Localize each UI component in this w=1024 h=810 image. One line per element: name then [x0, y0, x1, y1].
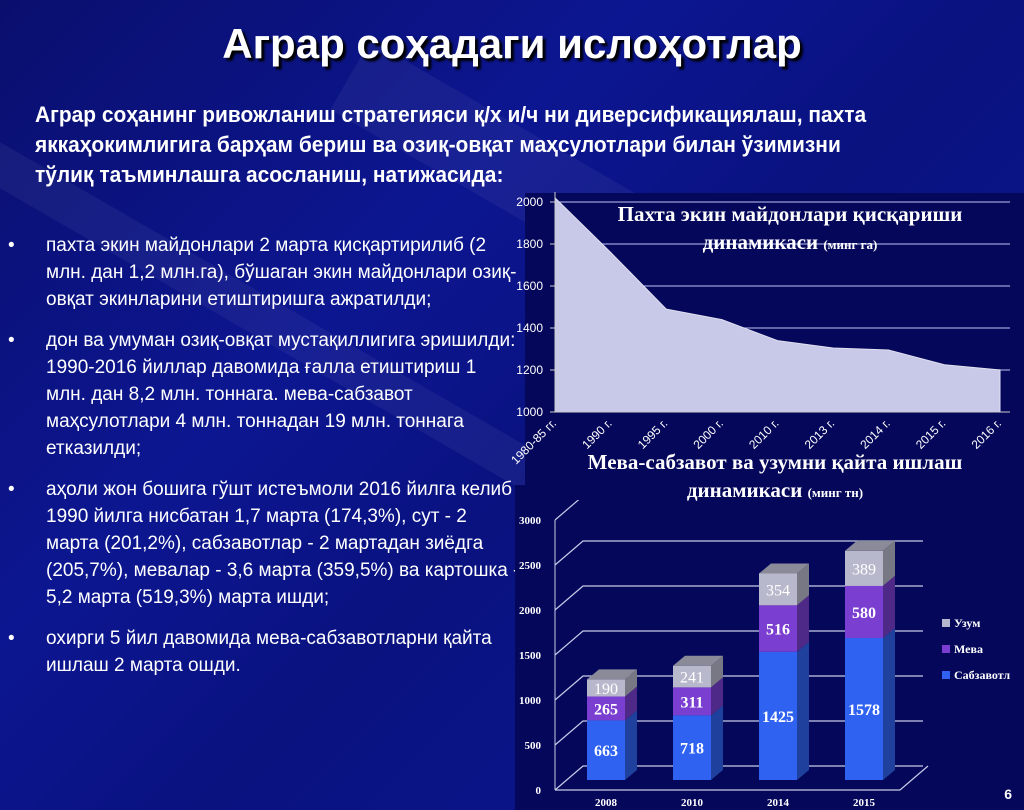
svg-text:3000: 3000: [519, 515, 542, 527]
svg-text:2015 г.: 2015 г.: [913, 416, 949, 452]
svg-text:2000: 2000: [519, 605, 542, 617]
bullet-dot-icon: •: [8, 330, 15, 351]
svg-text:1990 г.: 1990 г.: [579, 416, 615, 452]
slide-title: Аграр соҳадаги ислоҳотлар: [222, 20, 802, 67]
svg-text:1800: 1800: [516, 237, 543, 251]
svg-text:354: 354: [766, 582, 790, 599]
svg-text:1000: 1000: [519, 695, 542, 707]
svg-text:265: 265: [594, 701, 618, 718]
bar-chart-title: Мева-сабзавот ва узумни қайта ишлаш дина…: [587, 450, 963, 502]
svg-text:1980-85 гг.: 1980-85 гг.: [508, 416, 559, 467]
bar-segment: [587, 696, 625, 721]
svg-text:2008: 2008: [595, 797, 618, 809]
svg-text:2013 г.: 2013 г.: [802, 416, 838, 452]
svg-text:2010 г.: 2010 г.: [746, 416, 782, 452]
svg-text:1600: 1600: [516, 279, 543, 293]
bullet-item: • дон ва умуман озиқ-овқат мустақиллигига…: [0, 327, 520, 462]
svg-text:2000 г.: 2000 г.: [690, 416, 726, 452]
bar-segment: [673, 715, 711, 780]
svg-text:1200: 1200: [516, 363, 543, 377]
bar-chart: 0 500 1000 1500 2000 2500 3000 663 265 190 2008 718…: [519, 500, 929, 809]
svg-text:1000: 1000: [516, 405, 543, 419]
svg-text:2014: 2014: [767, 797, 790, 809]
bar-segment: [587, 720, 625, 780]
svg-text:190: 190: [594, 681, 618, 698]
bar-segment: [673, 687, 711, 716]
bar-segment: [759, 651, 797, 780]
legend-swatch-icon: [942, 671, 950, 679]
svg-text:2000: 2000: [516, 195, 543, 209]
svg-text:2014 г.: 2014 г.: [857, 416, 893, 452]
svg-text:2010: 2010: [681, 797, 704, 809]
svg-text:1995 г.: 1995 г.: [635, 416, 671, 452]
svg-text:2016 г.: 2016 г.: [969, 416, 1005, 452]
bullet-list: • пахта экин майдонлари 2 марта қисқартир…: [0, 232, 520, 693]
svg-text:2015: 2015: [853, 797, 876, 809]
svg-text:389: 389: [852, 561, 876, 578]
svg-text:1500: 1500: [519, 650, 542, 662]
bar-segment: [759, 605, 797, 652]
bullet-item: • аҳоли жон бошига гўшт истеъмоли 2016 йи…: [0, 476, 520, 611]
bar-segment: [759, 573, 797, 606]
bar-segment: [845, 550, 883, 586]
bar-segment: [673, 665, 711, 688]
intro-text: Аграр соҳанинг ривожланиш стратегияси қ/…: [35, 102, 867, 187]
slide-number: 6: [1004, 786, 1012, 802]
legend-swatch-icon: [942, 619, 950, 627]
bullet-dot-icon: •: [8, 235, 15, 256]
svg-text:0: 0: [536, 785, 542, 797]
svg-text:241: 241: [680, 670, 704, 687]
svg-text:1578: 1578: [848, 702, 880, 719]
svg-text:663: 663: [594, 743, 618, 760]
svg-text:500: 500: [525, 740, 542, 752]
legend-item: Мева: [942, 642, 983, 657]
bullet-item: • охирги 5 йил давомида мева-сабзавотларн…: [0, 625, 520, 679]
area-series: [554, 196, 1001, 413]
bar-segment: [587, 679, 625, 697]
svg-text:718: 718: [680, 741, 704, 758]
bullet-item: • пахта экин майдонлари 2 марта қисқартир…: [0, 232, 520, 313]
legend-item: Узум: [942, 616, 980, 631]
area-chart-title: Пахта экин майдонлари қисқариши динамика…: [617, 202, 963, 254]
bar-segment: [845, 585, 883, 638]
svg-text:1400: 1400: [516, 321, 543, 335]
bullet-dot-icon: •: [8, 628, 15, 649]
area-chart: 1000 1200 1400 1600 1800 2000 1980-85 гг. 1990 …: [508, 192, 1010, 467]
bullet-dot-icon: •: [8, 479, 15, 500]
svg-text:2500: 2500: [519, 560, 542, 572]
legend-item: Сабзавотл: [942, 668, 1010, 683]
svg-text:580: 580: [852, 605, 876, 622]
svg-text:311: 311: [680, 694, 703, 711]
legend-swatch-icon: [942, 645, 950, 653]
svg-text:1425: 1425: [762, 709, 794, 726]
bar-segment: [845, 637, 883, 780]
svg-text:516: 516: [766, 622, 790, 639]
